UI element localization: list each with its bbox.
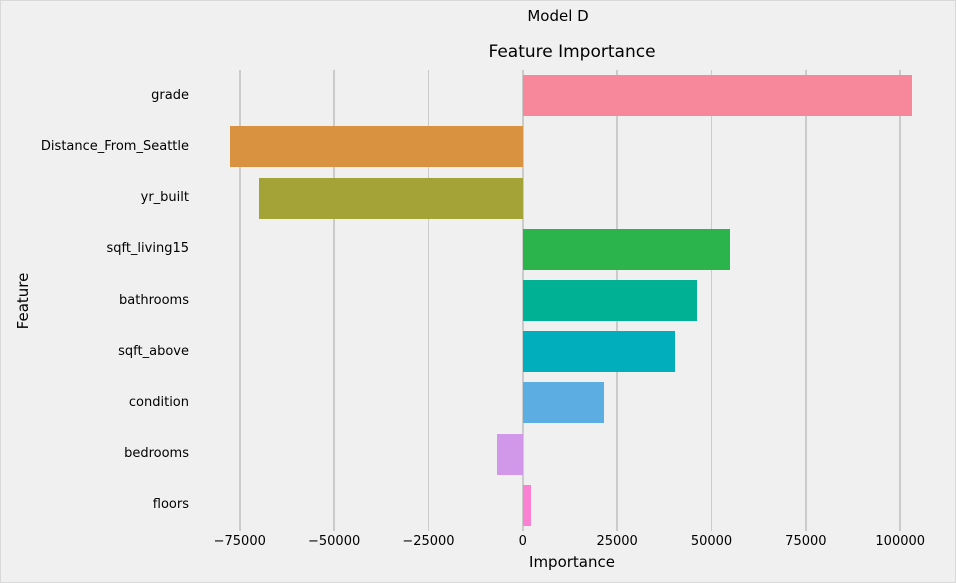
y-category-label-condition: condition <box>128 394 189 410</box>
gridline <box>899 70 901 531</box>
gridline <box>805 70 807 531</box>
bar-sqft_living15 <box>522 228 730 270</box>
y-category-label-floors: floors <box>152 497 189 513</box>
y-category-label-sqft_living15: sqft_living15 <box>106 241 189 257</box>
y-category-label-grade: grade <box>151 87 189 103</box>
bar-Distance_From_Seattle <box>229 126 523 168</box>
x-tick-label: 50000 <box>690 534 733 549</box>
plot-area <box>199 70 944 531</box>
bar-grade <box>522 75 913 117</box>
gridline <box>333 70 335 531</box>
gridline <box>427 70 430 531</box>
x-tick-label: −25000 <box>402 534 455 549</box>
x-tick-label: 100000 <box>875 534 926 549</box>
gridline <box>710 70 713 531</box>
x-tick-label: −50000 <box>307 534 361 549</box>
y-category-label-bathrooms: bathrooms <box>119 292 189 308</box>
x-tick-label: 25000 <box>596 534 638 549</box>
y-category-label-bedrooms: bedrooms <box>124 446 189 462</box>
gridline <box>239 70 241 531</box>
bar-yr_built <box>258 177 523 219</box>
x-axis-label: Importance <box>529 553 615 571</box>
x-tick-label: 0 <box>518 534 527 549</box>
y-category-label-yr_built: yr_built <box>140 190 189 206</box>
x-tick-label: −75000 <box>213 534 266 549</box>
bar-floors <box>522 484 531 526</box>
bar-bathrooms <box>522 280 697 321</box>
x-tick-label: 75000 <box>785 534 827 549</box>
bar-condition <box>522 382 604 424</box>
chart-suptitle: Model D <box>527 7 589 25</box>
y-category-label-sqft_above: sqft_above <box>118 343 189 359</box>
bar-bedrooms <box>496 433 523 475</box>
y-category-label-Distance_From_Seattle: Distance_From_Seattle <box>40 138 189 154</box>
bar-sqft_above <box>522 331 675 373</box>
chart-title: Feature Importance <box>488 42 656 62</box>
